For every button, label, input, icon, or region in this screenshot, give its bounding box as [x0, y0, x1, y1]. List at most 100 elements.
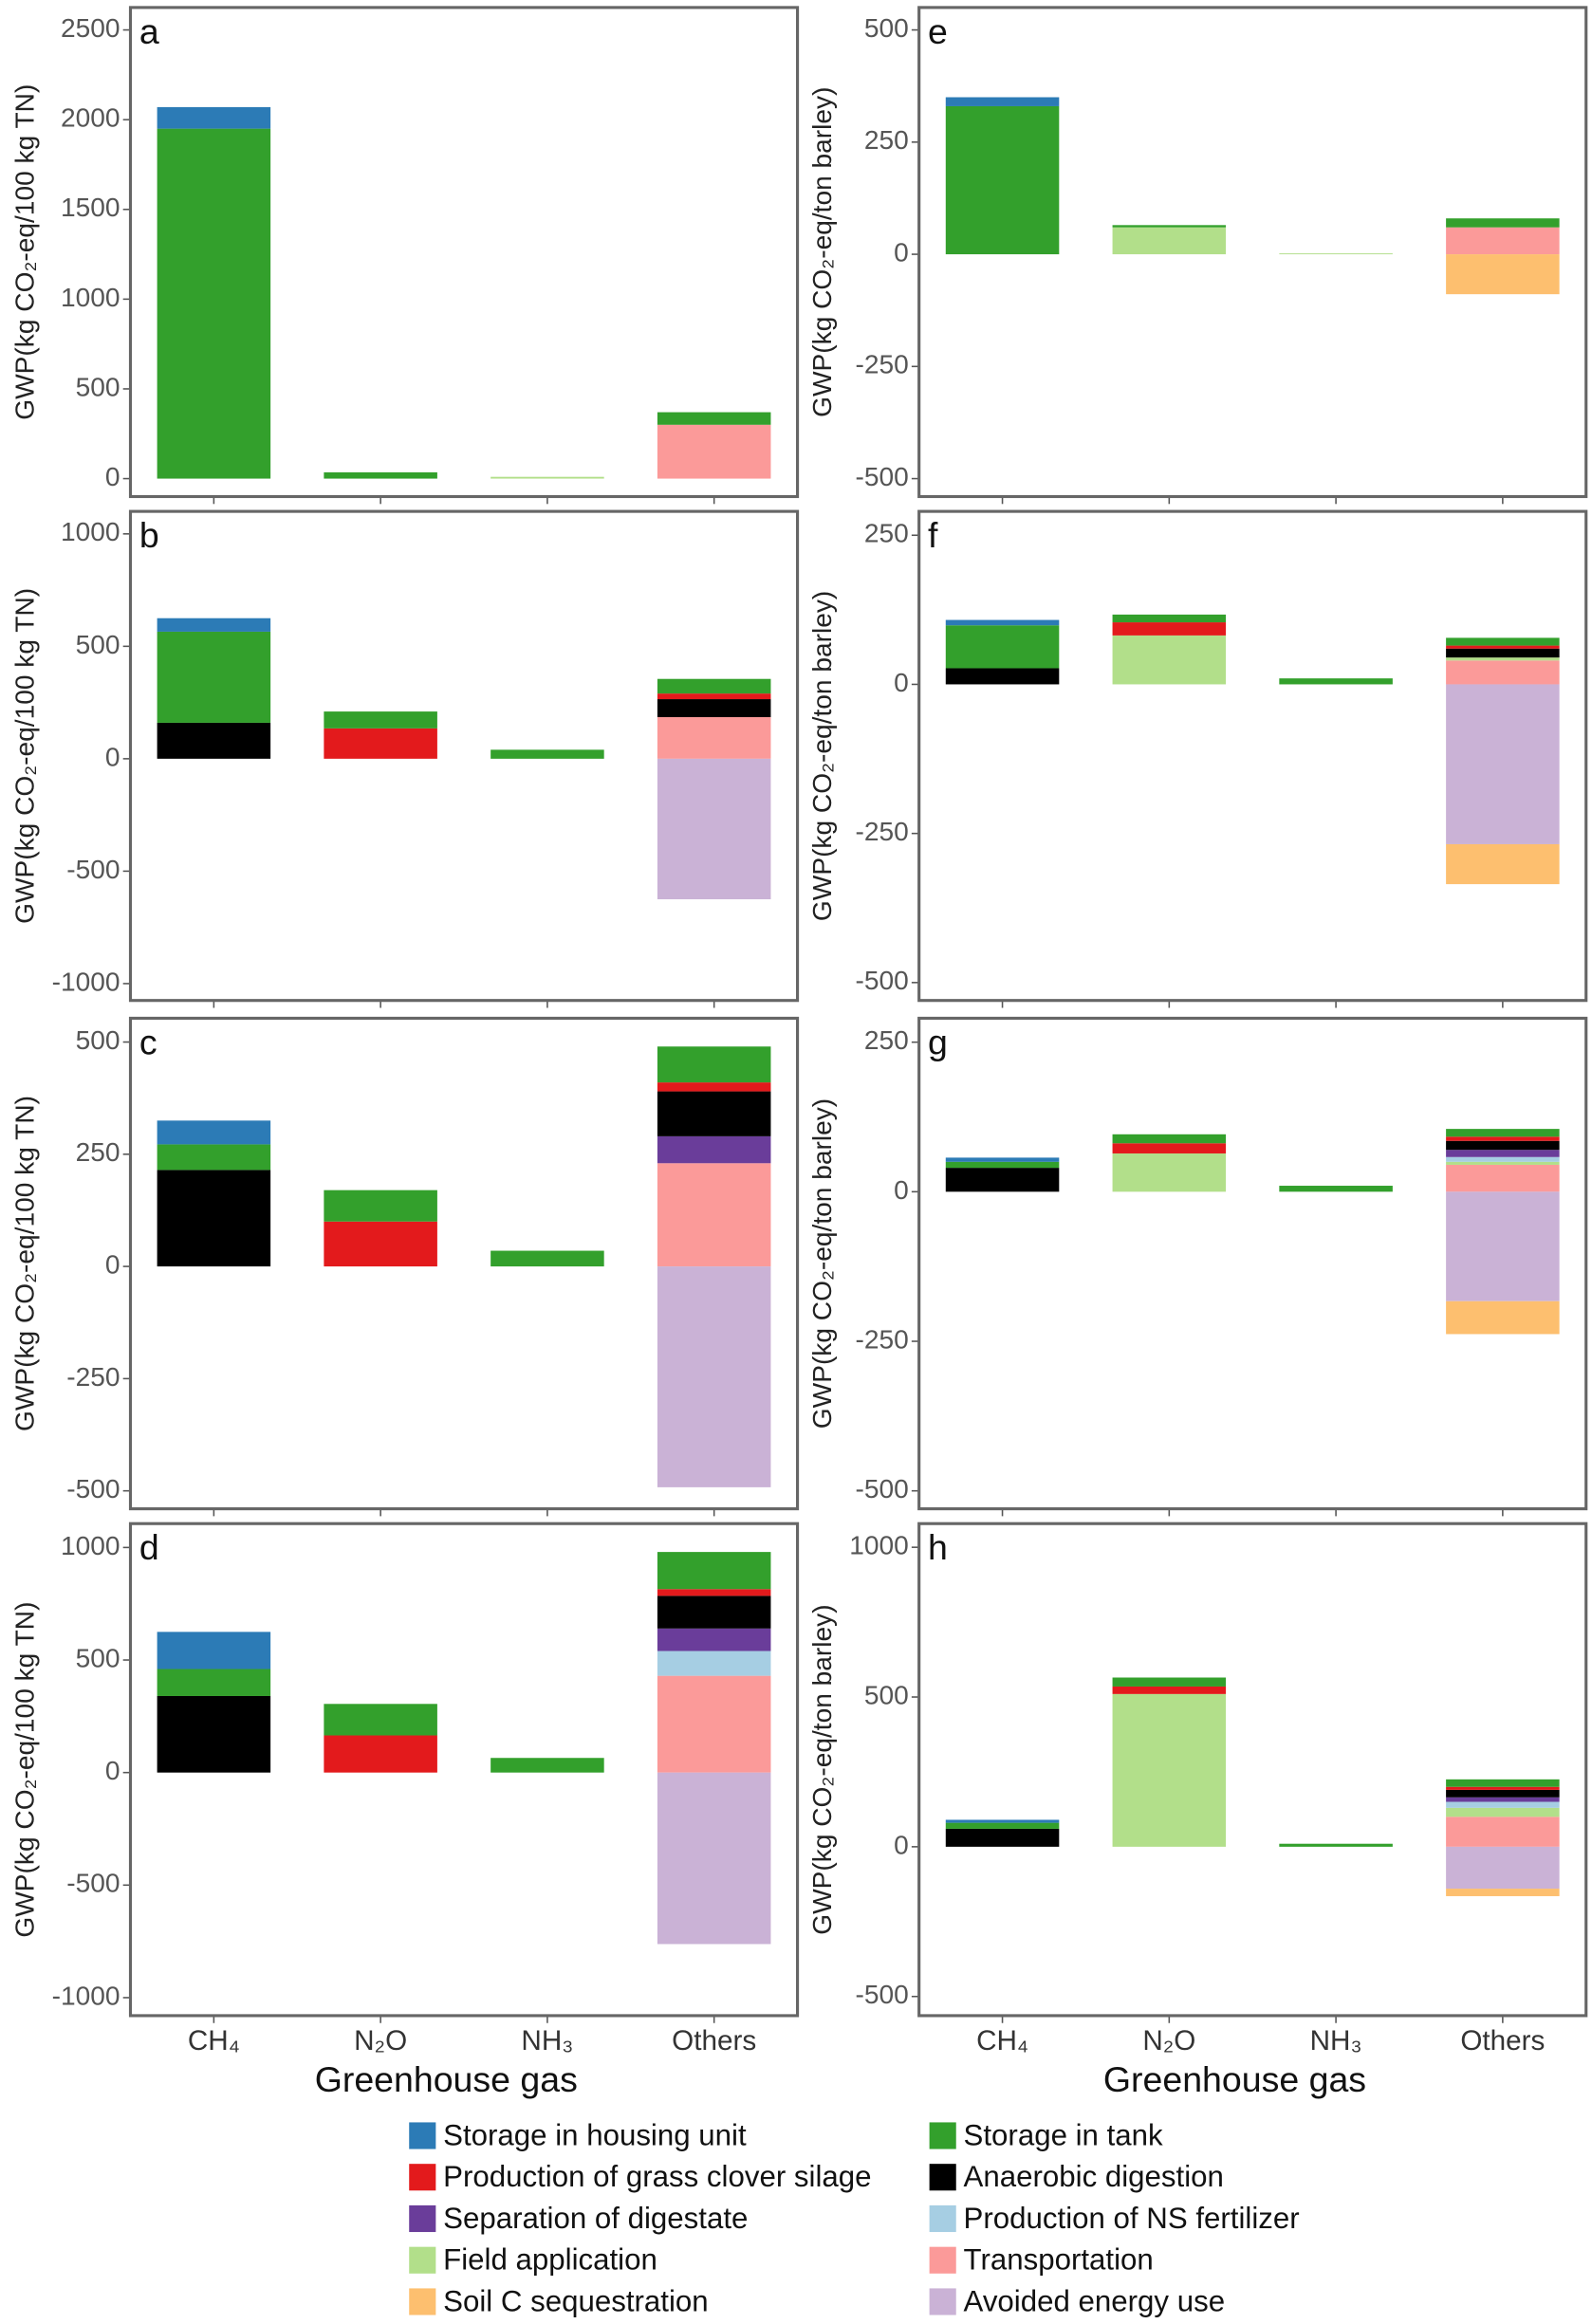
legend-swatch	[929, 2204, 956, 2233]
panel-frame	[917, 1522, 1588, 2018]
bar-segment	[1446, 648, 1560, 658]
bar-segment	[1446, 684, 1560, 844]
y-axis-label: GWP(kg CO₂-eq/ton barley)	[807, 1098, 837, 1429]
y-tick-label: 0	[894, 668, 909, 697]
bar-segment	[657, 693, 771, 700]
bar-segment	[657, 1082, 771, 1092]
bar-segment	[157, 1120, 271, 1145]
bar-segment	[945, 97, 1060, 106]
bar-segment	[1446, 1801, 1560, 1808]
bar-segment	[657, 717, 771, 759]
bar-segment	[1279, 1843, 1393, 1847]
bar-segment	[1279, 1186, 1393, 1192]
y-tick-label: -1000	[52, 967, 120, 996]
y-tick-label: 0	[894, 1830, 909, 1859]
legend-label: Storage in housing unit	[443, 2118, 747, 2151]
bar-segment	[1446, 227, 1560, 255]
bar-segment	[1112, 1153, 1227, 1192]
panel-label: d	[139, 1527, 159, 1567]
bar-segment	[1446, 1191, 1560, 1301]
panel-label: a	[139, 11, 159, 51]
y-tick-label: 1000	[849, 1531, 909, 1560]
bar-segment	[1112, 635, 1227, 685]
y-tick-label: 500	[76, 1025, 120, 1055]
bar-segment	[324, 1704, 437, 1736]
bar-segment	[657, 1628, 771, 1651]
bar-segment	[1112, 1143, 1227, 1153]
y-tick-label: -500	[66, 855, 120, 884]
y-tick-label: 500	[76, 630, 120, 659]
legend-label: Soil C sequestration	[443, 2284, 709, 2317]
y-tick-label: 250	[864, 125, 909, 155]
panel-label: b	[139, 515, 159, 555]
legend-label: Separation of digestate	[443, 2202, 748, 2235]
bar-segment	[1446, 1889, 1560, 1896]
bar-segment	[945, 1157, 1060, 1162]
bar-segment	[157, 618, 271, 632]
y-tick-label: -250	[66, 1362, 120, 1392]
bar-segment	[1279, 253, 1393, 255]
y-tick-label: 500	[76, 1643, 120, 1672]
y-axis-label: GWP(kg CO₂-eq/ton barley)	[807, 591, 837, 921]
bar-segment	[1446, 645, 1560, 649]
x-tick-label: NH₃	[1310, 2025, 1362, 2057]
bar-segment	[157, 128, 271, 479]
y-tick-label: -500	[855, 966, 908, 995]
bar-segment	[1112, 1677, 1227, 1687]
x-axis-title: Greenhouse gas	[1103, 2059, 1366, 2099]
bar-segment	[491, 749, 604, 759]
y-tick-label: -500	[66, 1474, 120, 1503]
y-axis-label: GWP(kg CO₂-eq/100 kg TN)	[10, 588, 40, 924]
bar-segment	[1446, 1164, 1560, 1192]
bar-segment	[945, 1168, 1060, 1192]
y-tick-label: 500	[76, 372, 120, 401]
legend-label: Anaerobic digestion	[964, 2160, 1224, 2193]
bar-segment	[657, 424, 771, 479]
bar-segment	[1446, 843, 1560, 885]
bar-segment	[657, 412, 771, 425]
legend-swatch	[409, 2164, 436, 2191]
y-tick-label: -1000	[52, 1981, 120, 2010]
legend-swatch	[929, 2288, 956, 2315]
bar-segment	[157, 106, 271, 129]
bar-segment	[657, 1675, 771, 1773]
bar-segment	[657, 1163, 771, 1267]
bar-segment	[657, 1046, 771, 1083]
bar-segment	[1446, 1846, 1560, 1890]
bar-segment	[657, 1595, 771, 1629]
y-tick-label: -250	[855, 350, 908, 379]
bar-segment	[1446, 1156, 1560, 1162]
y-tick-label: 0	[105, 1756, 120, 1785]
bar-segment	[157, 1170, 271, 1267]
bar-segment	[491, 476, 604, 479]
y-tick-label: 0	[105, 462, 120, 491]
bar-segment	[157, 1669, 271, 1696]
legend-swatch	[929, 2246, 956, 2274]
y-axis-label: GWP(kg CO₂-eq/ton barley)	[807, 87, 837, 417]
bar-segment	[1446, 1161, 1560, 1165]
bar-segment	[945, 1822, 1060, 1829]
panel-frame	[917, 6, 1588, 499]
bar-segment	[945, 1819, 1060, 1823]
bar-segment	[1112, 1693, 1227, 1847]
bar-segment	[1112, 1134, 1227, 1144]
x-tick-label: N₂O	[1142, 2025, 1195, 2057]
y-tick-label: 0	[894, 1175, 909, 1205]
x-tick-label: CH₄	[976, 2025, 1028, 2057]
bar-segment	[324, 711, 437, 729]
panel-label: e	[928, 11, 948, 51]
panel-frame	[128, 509, 800, 1003]
bar-segment	[657, 1651, 771, 1676]
panel-frame	[128, 1522, 800, 2018]
panel-label: f	[928, 515, 938, 555]
bar-segment	[1446, 1789, 1560, 1798]
x-tick-label: N₂O	[354, 2025, 407, 2057]
bar-segment	[1279, 678, 1393, 685]
legend-swatch	[409, 2122, 436, 2149]
legend-label: Transportation	[964, 2243, 1154, 2277]
x-tick-label: Others	[672, 2025, 756, 2057]
bar-segment	[945, 1161, 1060, 1169]
bar-segment	[657, 678, 771, 694]
x-tick-label: Others	[1460, 2025, 1545, 2057]
